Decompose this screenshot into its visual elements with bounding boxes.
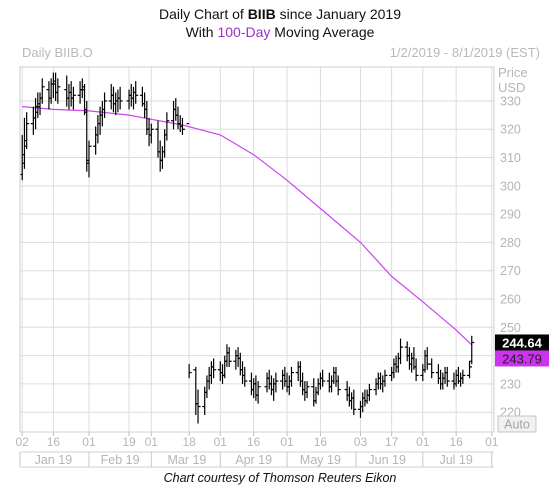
price-bar [133, 81, 139, 104]
axes-layer: 2202302402502602702802903003103203300216… [16, 65, 537, 468]
subtitle-prefix: With [185, 24, 218, 40]
chart-date-range: 1/2/2019 - 8/1/2019 (EST) [389, 45, 540, 60]
chart-subtitle: With 100-Day Moving Average [0, 24, 560, 40]
month-label: Mar 19 [167, 453, 206, 467]
month-label: Jul 19 [439, 453, 472, 467]
subtitle-ma-period: 100-Day [217, 24, 271, 40]
x-tick-label: 19 [122, 435, 136, 449]
price-bar [148, 123, 154, 144]
x-tick-label: 16 [47, 435, 61, 449]
price-bar [24, 112, 30, 150]
price-bar [55, 78, 61, 104]
price-bar [164, 112, 170, 141]
price-bar [179, 117, 185, 135]
x-tick-label: 17 [385, 435, 399, 449]
price-bar [70, 86, 76, 110]
x-tick-label: 02 [16, 435, 30, 449]
x-tick-label: 16 [449, 435, 463, 449]
y-tick-label: 270 [500, 264, 521, 278]
x-tick-label: 01 [280, 435, 294, 449]
auto-scale-button-frame[interactable] [497, 415, 537, 433]
y-tick-label: 230 [500, 377, 521, 391]
month-label: Feb 19 [101, 453, 140, 467]
moving-average-line [22, 106, 473, 346]
price-bar [226, 347, 232, 367]
price-bar [102, 92, 108, 118]
month-label: Jun 19 [368, 453, 406, 467]
price-bar [195, 389, 201, 424]
y-axis-title: USD [498, 80, 525, 95]
price-bar [382, 369, 388, 387]
last-price-value: 244.64 [502, 335, 543, 350]
y-tick-label: 300 [500, 179, 521, 193]
price-bar [398, 338, 404, 365]
price-bar [273, 372, 279, 393]
title-ticker: BIIB [247, 6, 276, 22]
price-bar [255, 381, 261, 404]
title-prefix: Daily Chart of [158, 6, 248, 22]
price-bar [366, 383, 372, 401]
price-bar [320, 369, 326, 387]
ma-value-tag [495, 350, 549, 367]
y-tick-label: 280 [500, 236, 521, 250]
price-bar [186, 122, 192, 379]
price-bar [86, 140, 92, 178]
auto-scale-button[interactable]: Auto [497, 415, 537, 433]
x-tick-label: 16 [247, 435, 261, 449]
price-bar [413, 358, 419, 382]
x-tick-label: 01 [485, 435, 499, 449]
month-label: Apr 19 [235, 453, 272, 467]
chart-credit: Chart courtesy of Thomson Reuters Eikon [163, 471, 397, 485]
month-label: Jan 19 [35, 453, 73, 467]
gridlines [20, 67, 494, 432]
x-tick-label: 01 [82, 435, 96, 449]
price-bar [444, 366, 450, 387]
x-tick-label: 18 [182, 435, 196, 449]
price-bar [288, 366, 294, 387]
x-tick-label: 01 [145, 435, 159, 449]
price-bars-layer [19, 72, 475, 424]
price-bar [469, 335, 475, 365]
y-tick-label: 320 [500, 123, 521, 137]
title-suffix: since January 2019 [275, 6, 401, 22]
x-tick-label: 03 [354, 435, 368, 449]
month-label: May 19 [300, 453, 341, 467]
price-bar [460, 369, 466, 384]
price-bar [467, 361, 473, 379]
subtitle-suffix: Moving Average [270, 24, 375, 40]
price-bar [335, 375, 341, 396]
price-bar [117, 86, 123, 110]
moving-average-layer [22, 106, 473, 346]
y-tick-label: 250 [500, 321, 521, 335]
y-axis-title: Price [498, 65, 528, 80]
chart-symbol-label: Daily BIIB.O [22, 45, 93, 60]
price-bar [242, 366, 248, 387]
x-tick-label: 01 [214, 435, 228, 449]
y-tick-label: 330 [500, 94, 521, 108]
y-tick-label: 310 [500, 151, 521, 165]
x-tick-label: 16 [314, 435, 328, 449]
price-bar [39, 78, 45, 104]
chart-title: Daily Chart of BIIB since January 2019 [0, 6, 560, 22]
price-bar [351, 389, 357, 416]
price-bar [304, 381, 310, 399]
last-price-tag [495, 334, 549, 351]
ma-value: 243.79 [502, 351, 542, 366]
plot-frame [19, 66, 495, 433]
x-tick-label: 01 [416, 435, 430, 449]
price-bar [211, 358, 217, 379]
y-tick-label: 290 [500, 208, 521, 222]
price-bar [429, 358, 435, 379]
auto-scale-button-label[interactable]: Auto [504, 418, 530, 432]
y-tick-label: 260 [500, 293, 521, 307]
